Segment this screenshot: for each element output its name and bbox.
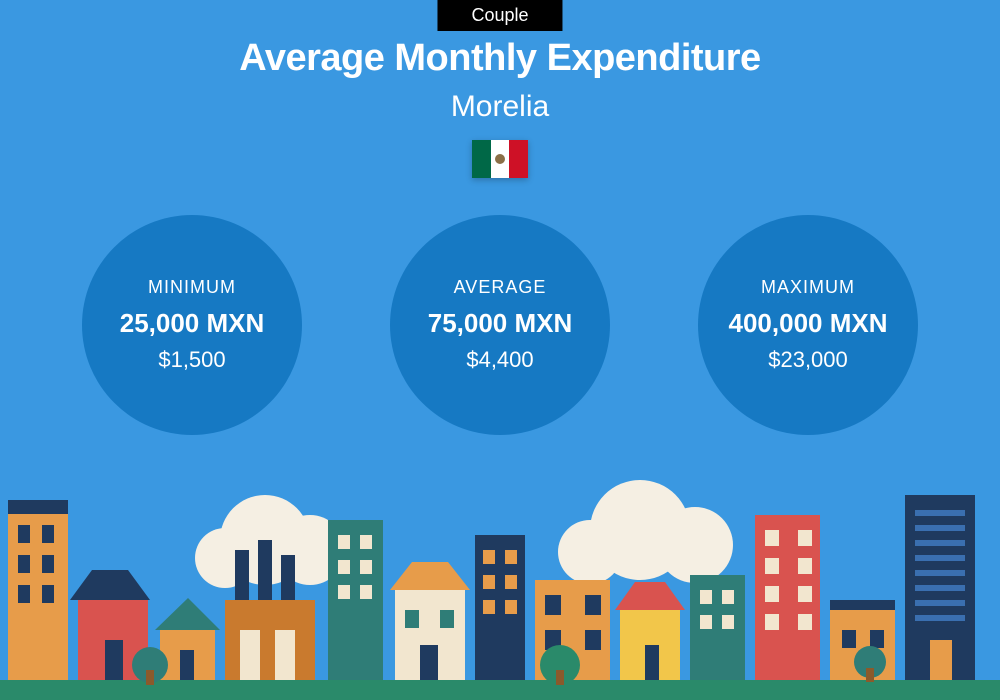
stat-label: AVERAGE	[454, 277, 547, 298]
stat-secondary: $23,000	[768, 347, 848, 373]
flag-emblem-icon	[495, 154, 505, 164]
stat-secondary: $1,500	[158, 347, 225, 373]
category-tab-label: Couple	[471, 5, 528, 25]
tree-icon	[540, 645, 580, 685]
category-tab: Couple	[437, 0, 562, 31]
stat-primary: 400,000 MXN	[729, 308, 888, 339]
country-flag-icon	[472, 140, 528, 178]
flag-stripe-white	[491, 140, 510, 178]
flag-stripe-red	[509, 140, 528, 178]
stat-circle-minimum: MINIMUM 25,000 MXN $1,500	[82, 215, 302, 435]
stat-primary: 25,000 MXN	[120, 308, 265, 339]
infographic-page: Couple Average Monthly Expenditure Morel…	[0, 0, 1000, 700]
stat-primary: 75,000 MXN	[428, 308, 573, 339]
stat-secondary: $4,400	[466, 347, 533, 373]
stats-row: MINIMUM 25,000 MXN $1,500 AVERAGE 75,000…	[0, 215, 1000, 435]
stat-circle-maximum: MAXIMUM 400,000 MXN $23,000	[698, 215, 918, 435]
stat-label: MINIMUM	[148, 277, 236, 298]
flag-stripe-green	[472, 140, 491, 178]
city-name: Morelia	[0, 90, 1000, 124]
cloud-icon	[558, 480, 733, 584]
stat-label: MAXIMUM	[761, 277, 855, 298]
stat-circle-average: AVERAGE 75,000 MXN $4,400	[390, 215, 610, 435]
page-title: Average Monthly Expenditure	[0, 37, 1000, 80]
cityscape-illustration	[0, 480, 1000, 700]
